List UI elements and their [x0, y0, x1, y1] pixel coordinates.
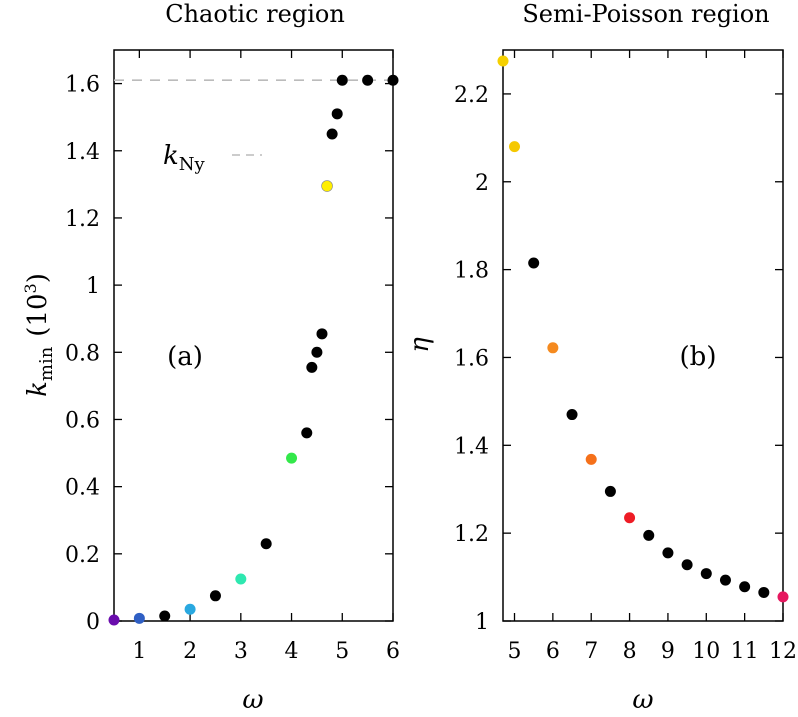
data-point: [643, 529, 655, 541]
x-tick-label: 7: [584, 639, 598, 664]
data-point: [311, 346, 323, 358]
data-point: [260, 538, 272, 550]
panel-a-points: [108, 74, 399, 626]
x-tick-label: 3: [234, 639, 248, 664]
data-point: [758, 586, 770, 598]
panel-a-title: Chaotic region: [165, 0, 345, 28]
y-tick-label: 1: [475, 610, 489, 635]
data-point: [509, 141, 521, 153]
x-tick-label: 1: [132, 639, 146, 664]
data-point: [604, 485, 616, 497]
data-point: [133, 612, 145, 624]
x-tick-label: 11: [731, 639, 759, 664]
panel-b-x-axis-label: ω: [632, 685, 653, 715]
data-point: [316, 328, 328, 340]
y-tick-label: 0.4: [65, 476, 100, 501]
panel-a: Chaotic region kNy (a) ω kmin(103) 1 2 3 4 5…: [21, 0, 400, 715]
data-point: [528, 257, 540, 269]
data-point: [624, 512, 636, 524]
x-tick-label: 6: [546, 639, 560, 664]
panel-b-points: [497, 55, 789, 603]
panel-a-ticks: 1 2 3 4 5 6 0 0.2 0.4 0.6 0.8 1 1.2 1.4 1.6: [65, 50, 400, 664]
data-point: [777, 591, 789, 603]
y-tick-label: 1.2: [65, 207, 100, 232]
panel-b-frame: [502, 49, 784, 622]
data-point: [719, 574, 731, 586]
data-point: [585, 453, 597, 465]
y-tick-label: 1: [86, 274, 100, 299]
y-tick-label: 1.6: [65, 73, 100, 98]
data-point: [235, 573, 247, 585]
x-tick-label: 12: [769, 639, 797, 664]
y-tick-label: 0.6: [65, 408, 100, 433]
y-tick-label: 2: [475, 171, 489, 196]
data-point: [184, 603, 196, 615]
panel-b-y-axis-label: η: [405, 337, 435, 353]
panel-a-x-axis-label: ω: [242, 685, 263, 715]
x-tick-label: 9: [661, 639, 675, 664]
data-point: [662, 547, 674, 559]
panel-a-frame: [113, 49, 394, 622]
x-tick-label: 4: [285, 639, 299, 664]
panel-a-label: (a): [167, 342, 203, 372]
panel-b-title: Semi-Poisson region: [522, 0, 769, 28]
panel-b-label: (b): [680, 342, 717, 372]
data-point: [286, 452, 298, 464]
panel-b: Semi-Poisson region (b) ω η 5 6 7 8 9 10 11 121…: [405, 0, 797, 715]
data-point: [321, 180, 333, 192]
y-tick-label: 0.2: [65, 543, 100, 568]
data-point: [739, 581, 751, 593]
data-point: [331, 108, 343, 120]
panel-b-ticks: 5 6 7 8 9 10 11 12 1 1.2 1.4 1.6 1.8 2 2.2: [454, 50, 797, 664]
x-tick-label: 5: [508, 639, 522, 664]
data-point: [681, 559, 693, 571]
data-point: [326, 128, 338, 140]
y-tick-label: 1.6: [454, 346, 489, 371]
data-point: [566, 409, 578, 421]
data-point: [336, 74, 348, 86]
data-point: [108, 614, 120, 626]
data-point: [159, 610, 171, 622]
panel-a-y-axis-label: kmin(103): [21, 273, 57, 397]
x-tick-label: 8: [623, 639, 637, 664]
y-tick-label: 0: [86, 610, 100, 635]
data-point: [387, 74, 399, 86]
y-tick-label: 1.8: [454, 259, 489, 284]
x-tick-label: 5: [335, 639, 349, 664]
y-tick-label: 1.4: [65, 140, 100, 165]
x-tick-label: 6: [386, 639, 400, 664]
y-tick-label: 1.2: [454, 522, 489, 547]
data-point: [306, 361, 318, 373]
data-point: [497, 55, 509, 67]
x-tick-label: 10: [692, 639, 720, 664]
data-point: [209, 590, 221, 602]
y-tick-label: 2.2: [454, 83, 489, 108]
data-point: [547, 342, 559, 354]
y-tick-label: 0.8: [65, 341, 100, 366]
x-tick-label: 2: [183, 639, 197, 664]
data-point: [362, 74, 374, 86]
y-tick-label: 1.4: [454, 434, 489, 459]
nyquist-annotation-label: kNy: [163, 141, 206, 175]
data-point: [700, 568, 712, 580]
data-point: [301, 427, 313, 439]
